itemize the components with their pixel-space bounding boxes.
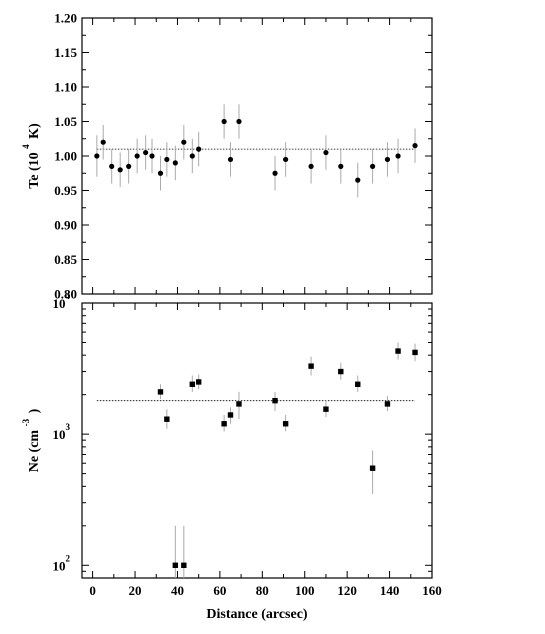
te-y-tick-label: 1.20 xyxy=(54,11,77,26)
ne-x-tick-label: 0 xyxy=(89,583,96,598)
te-data-point xyxy=(283,156,289,163)
ne-data-point xyxy=(282,421,289,427)
te-data-point xyxy=(196,146,202,152)
te-data-point xyxy=(172,160,178,166)
ne-data-point xyxy=(227,412,234,418)
te-data-points xyxy=(94,104,418,198)
te-data-point xyxy=(189,153,195,159)
te-y-tick-label: 1.15 xyxy=(54,45,77,60)
ne-data-point xyxy=(355,381,361,387)
ne-data-point xyxy=(195,379,202,385)
te-axis-ticks: 0.80 0.85 0.90 0.95 1.00 1.05 1.10 1.15 1.20 xyxy=(54,11,433,302)
te-data-point xyxy=(395,153,401,159)
te-data-point xyxy=(227,156,234,163)
ne-data-point xyxy=(384,401,391,407)
ne-data-point xyxy=(369,465,376,471)
ne-data-point xyxy=(181,562,187,568)
ne-data-point xyxy=(172,562,179,568)
te-data-point xyxy=(149,153,155,159)
te-y-tick-label: 1.10 xyxy=(54,80,77,95)
te-data-point xyxy=(181,139,187,145)
ne-x-tick-label: 160 xyxy=(422,583,442,598)
te-data-point xyxy=(143,149,149,156)
ne-y-tick-label: 104 xyxy=(53,291,71,311)
te-panel: 0.80 0.85 0.90 0.95 1.00 1.05 1.10 1.15 1.20 Te … xyxy=(18,11,433,302)
te-data-point xyxy=(384,156,391,163)
te-y-axis-label: Te (10 4 K) xyxy=(18,123,42,189)
te-data-point xyxy=(164,156,170,163)
te-data-point xyxy=(100,139,106,145)
ne-data-point xyxy=(236,401,242,407)
ne-panel: 102 103 104 0 20 40 60 80 100 120 140 160 Ne (cm -3… xyxy=(18,291,442,622)
te-data-point xyxy=(338,163,344,169)
te-data-point xyxy=(157,170,164,176)
ne-y-tick-label: 102 xyxy=(53,553,71,573)
ne-data-point xyxy=(395,348,401,354)
te-y-tick-label: 0.95 xyxy=(54,183,77,198)
ne-x-tick-label: 40 xyxy=(171,583,184,598)
ne-data-point xyxy=(412,349,418,356)
te-y-tick-label: 1.00 xyxy=(54,149,77,164)
ne-x-tick-label: 60 xyxy=(213,583,226,598)
te-data-point xyxy=(134,153,140,159)
ne-data-points xyxy=(157,342,418,578)
ne-x-tick-label: 100 xyxy=(295,583,315,598)
ne-y-axis-label: Ne (cm -3 ) xyxy=(18,408,42,472)
te-data-point xyxy=(370,163,376,169)
te-data-point xyxy=(323,149,329,156)
x-axis-label: Distance (arcsec) xyxy=(206,607,308,622)
ne-x-tick-label: 120 xyxy=(337,583,357,598)
te-data-point xyxy=(272,170,278,176)
te-data-point xyxy=(221,118,227,125)
ne-data-point xyxy=(323,406,329,412)
te-data-point xyxy=(308,163,314,169)
ne-data-point xyxy=(272,397,278,404)
ne-data-point xyxy=(308,363,314,369)
ne-y-tick-label: 103 xyxy=(53,422,71,442)
ne-x-tick-label: 20 xyxy=(129,583,142,598)
te-data-point xyxy=(126,163,132,169)
te-y-tick-label: 0.80 xyxy=(54,287,77,302)
te-data-point xyxy=(412,143,418,149)
te-data-point xyxy=(236,118,242,125)
ne-data-point xyxy=(221,421,227,427)
ne-x-tick-label: 80 xyxy=(256,583,269,598)
ne-plot-frame xyxy=(81,302,433,579)
te-data-point xyxy=(94,153,100,159)
ne-x-tick-label: 140 xyxy=(380,583,400,598)
te-data-point xyxy=(355,177,361,183)
te-data-point xyxy=(109,163,115,169)
te-y-tick-label: 0.90 xyxy=(54,218,77,233)
ne-data-point xyxy=(338,368,344,375)
te-data-point xyxy=(117,167,123,173)
te-y-tick-label: 1.05 xyxy=(54,114,77,129)
te-plot-frame xyxy=(81,17,433,295)
ne-axis-ticks: 102 103 104 0 20 40 60 80 100 120 140 160 xyxy=(53,291,442,598)
te-y-tick-label: 0.85 xyxy=(54,252,77,267)
ne-data-point xyxy=(189,381,196,387)
ne-data-point xyxy=(157,389,164,395)
ne-data-point xyxy=(164,416,170,422)
